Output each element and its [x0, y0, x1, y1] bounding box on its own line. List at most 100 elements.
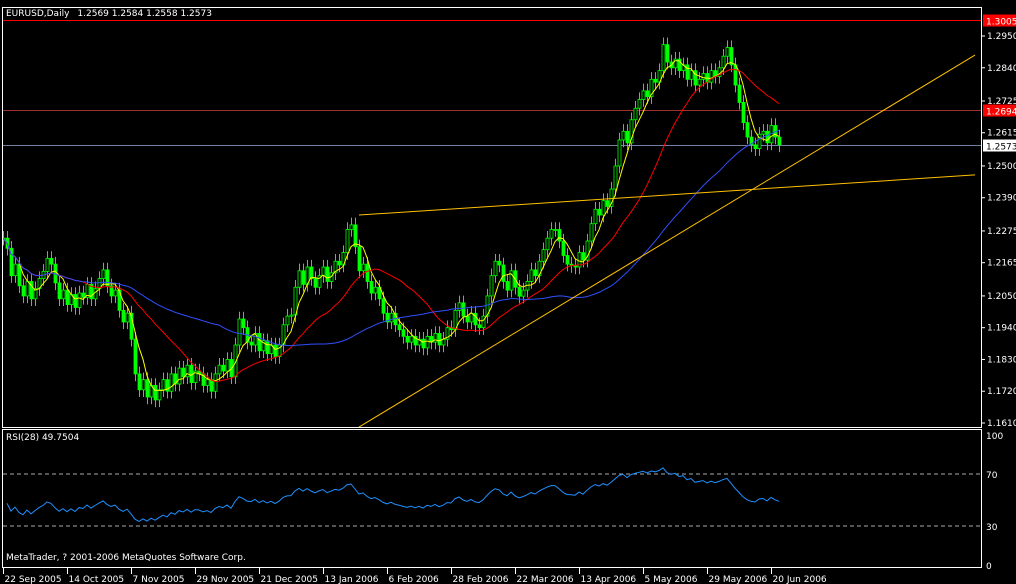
candle-body [73, 294, 78, 308]
candle-body [661, 44, 666, 72]
candle-body [777, 136, 782, 146]
date-tick-label: 28 Feb 2006 [453, 575, 509, 584]
candle-body [629, 119, 634, 144]
candle-body [381, 298, 386, 314]
candle-body [541, 249, 546, 262]
price-axis[interactable]: 1.3005 1.2694 1.2573 1.2950 1.2840 1.2725 1.26… [981, 14, 1016, 573]
candle-body [301, 270, 306, 285]
candle-body [673, 58, 678, 69]
candle-body [749, 136, 754, 146]
rsi-line [6, 467, 780, 522]
candle-body [533, 269, 538, 277]
candle-body [109, 285, 114, 297]
price-panel[interactable] [2, 20, 981, 428]
candle-body [153, 385, 158, 401]
candle-body [349, 224, 354, 230]
candle-body [581, 252, 586, 261]
candle-body [257, 333, 262, 352]
candle-body [721, 55, 726, 69]
price-tick-label: 1.2500 [987, 162, 1016, 172]
candle-body [325, 266, 330, 282]
date-tick-label: 22 Sep 2005 [5, 575, 62, 584]
date-tick-label: 21 Dec 2005 [261, 575, 319, 584]
candle-body [33, 288, 38, 300]
rsi-panel[interactable] [3, 467, 981, 527]
candle-body [93, 288, 98, 300]
candle-body [697, 78, 702, 86]
candle-body [617, 139, 622, 167]
candle-body [597, 208, 602, 216]
candle-body [585, 240, 590, 261]
date-tick-label: 13 Jan 2006 [325, 575, 379, 584]
candle-body [165, 379, 170, 392]
candle-body [621, 130, 626, 141]
price-panel-border [2, 7, 982, 428]
candle-body [753, 144, 758, 150]
candle-body [497, 260, 502, 266]
price-tick-label: 1.2840 [987, 64, 1016, 74]
price-line-label: 1.2694 [986, 108, 1016, 118]
candle-body [625, 130, 630, 144]
candle-body [373, 286, 378, 294]
price-tick-label: 1.2615 [987, 129, 1016, 139]
candle-body [61, 289, 66, 300]
candle-body [13, 263, 18, 277]
trendline [358, 174, 976, 216]
trendline [358, 54, 976, 427]
price-line-label: 1.2573 [986, 143, 1016, 153]
candle-body [273, 344, 278, 357]
candle-body [589, 223, 594, 242]
candle-body [741, 102, 746, 124]
candle-body [161, 379, 166, 391]
candle-body [433, 333, 438, 343]
candle-body [425, 335, 430, 349]
price-tick-label: 1.2050 [987, 292, 1016, 302]
chart-header: EURUSD,Daily 1.2569 1.2584 1.2558 1.2573 [6, 9, 212, 19]
rsi-tick-label: 30 [986, 523, 998, 533]
candle-body [521, 289, 526, 297]
rsi-panel-border [2, 429, 982, 568]
candle-body [233, 344, 238, 378]
price-label-bg [983, 139, 1016, 152]
candle-body [249, 341, 254, 346]
candle-body [49, 257, 54, 265]
rsi-label: RSI(28) 49.7504 [6, 433, 79, 443]
candle-body [501, 264, 506, 282]
candle-body [745, 122, 750, 138]
candle-body [437, 333, 442, 346]
copyright-text: MetaTrader, ? 2001-2006 MetaQuotes Softw… [6, 553, 246, 563]
candle-body [405, 335, 410, 343]
price-label-bg [983, 104, 1016, 117]
candle-body [557, 229, 562, 242]
moving-average-21 [3, 68, 780, 383]
candle-body [565, 255, 570, 265]
price-line-label: 1.3005 [986, 18, 1016, 28]
candle-body [481, 315, 486, 329]
candle-body [125, 312, 130, 323]
candle-body [173, 373, 178, 385]
candle-body [461, 302, 466, 317]
candle-body [685, 64, 690, 80]
candle-body [413, 335, 418, 346]
candle-body [553, 229, 558, 231]
candle-body [105, 269, 110, 287]
candle-body [689, 70, 694, 80]
candle-body [81, 292, 86, 298]
candle-body [489, 275, 494, 297]
candle-body [441, 338, 446, 346]
candle-body [761, 130, 766, 135]
candle-body [241, 318, 246, 329]
candle-body [417, 338, 422, 346]
candle-body [289, 314, 294, 317]
date-tick-label: 29 Nov 2005 [197, 575, 255, 584]
candle-body [505, 281, 510, 291]
candle-body [665, 44, 670, 63]
price-tick-label: 1.1720 [987, 387, 1016, 397]
price-tick-label: 1.2165 [987, 259, 1016, 269]
date-axis[interactable]: 22 Sep 2005 14 Oct 2005 7 Nov 2005 29 Nov 2… [3, 568, 827, 584]
price-tick-label: 1.2725 [987, 97, 1016, 107]
rsi-tick-label: 0 [986, 562, 992, 572]
price-tick-label: 1.1830 [987, 355, 1016, 365]
candle-body [21, 285, 26, 297]
